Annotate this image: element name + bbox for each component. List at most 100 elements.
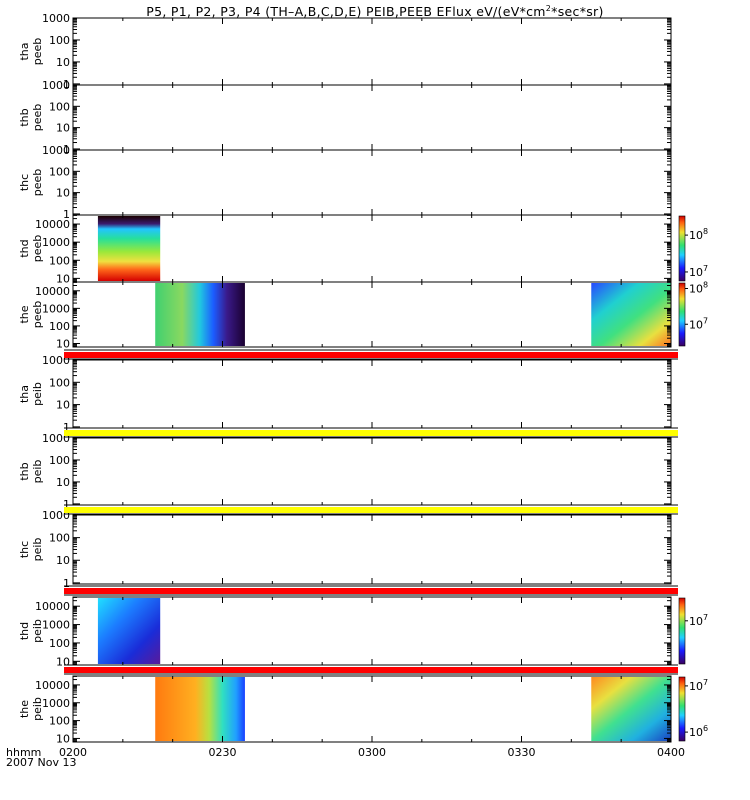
y-tick-label: 100 (49, 532, 70, 545)
y-axis-probe-label: thb (18, 462, 31, 480)
y-tick-label: 100 (49, 254, 70, 267)
y-tick-label: 10000 (35, 679, 70, 692)
y-tick-label: 10000 (35, 600, 70, 613)
y-tick-label: 100 (49, 34, 70, 47)
y-tick-label: 10 (56, 655, 70, 668)
x-axis-date: 2007 Nov 13 (6, 756, 77, 769)
y-tick-label: 10 (56, 272, 70, 285)
y-tick-label: 1000 (42, 509, 70, 522)
y-axis-probe-label: thb (18, 108, 31, 126)
data-block-the-peeb-1 (155, 283, 245, 346)
panel-frame-thb-peib (72, 437, 672, 506)
y-tick-label: 10000 (35, 218, 70, 231)
y-tick-label: 10 (56, 187, 70, 200)
title-prefix: P5, P1, P2, P3, P4 (TH–A,B,C,D,E) PEIB,P… (146, 4, 546, 20)
y-axis-probe-label: the (18, 305, 31, 323)
colorbar-the-peib (678, 676, 686, 742)
colorbar-tick-label: 107 (689, 613, 708, 628)
colorbar-tick-label: 106 (689, 724, 708, 739)
y-axis-product-label: peeb (31, 169, 44, 197)
y-axis-product-label: peeb (31, 301, 44, 329)
panel-frame-thd-peeb (72, 214, 672, 283)
colorbar-the-peeb (678, 282, 686, 347)
y-axis-probe-label: tha (18, 42, 31, 60)
colorbar-tick-label: 107 (689, 678, 708, 693)
panel-frame-tha-peeb (72, 17, 672, 86)
y-tick-label: 10 (56, 476, 70, 489)
y-tick-label: 1000 (42, 236, 70, 249)
data-block-the-peib-2 (591, 677, 671, 741)
colorbar-tick-label: 107 (689, 264, 708, 279)
y-axis-probe-label: thc (18, 541, 31, 558)
y-axis-probe-label: thd (18, 622, 31, 640)
y-tick-label: 10 (56, 732, 70, 745)
y-tick-label: 1000 (42, 354, 70, 367)
data-block-thd-peib-1 (97, 598, 161, 664)
chart-title: P5, P1, P2, P3, P4 (TH–A,B,C,D,E) PEIB,P… (0, 0, 750, 21)
y-tick-label: 1000 (42, 697, 70, 710)
y-axis-product-label: peib (31, 538, 44, 562)
colorbar-thd-peeb (678, 215, 686, 282)
data-block-the-peib-1 (155, 677, 245, 741)
y-axis-product-label: peib (31, 697, 44, 721)
separator-bar-yellow (64, 507, 678, 513)
separator-bar-yellow (64, 430, 678, 436)
colorbar-thd-peib (678, 597, 686, 665)
y-tick-label: 100 (49, 454, 70, 467)
x-tick-label: 0400 (657, 746, 685, 759)
panel-frame-thc-peeb (72, 149, 672, 216)
y-tick-label: 10 (56, 122, 70, 135)
colorbar-tick-label: 107 (689, 316, 708, 331)
y-tick-label: 1 (63, 78, 70, 91)
y-tick-label: 1000 (42, 12, 70, 25)
y-tick-label: 1000 (42, 79, 70, 92)
data-block-thd-peeb-1 (97, 216, 161, 281)
y-tick-label: 1 (63, 498, 70, 511)
y-axis-product-label: peeb (31, 104, 44, 132)
data-block-the-peeb-2 (591, 283, 671, 346)
title-suffix: *sec*sr) (551, 4, 604, 20)
separator-bar-red (64, 588, 678, 594)
y-tick-label: 10000 (35, 285, 70, 298)
y-tick-label: 100 (49, 165, 70, 178)
y-tick-label: 100 (49, 100, 70, 113)
y-tick-label: 1 (63, 577, 70, 590)
y-tick-label: 10 (56, 399, 70, 412)
x-axis-label-hhmm: hhmm (6, 746, 42, 759)
x-tick-label: 0330 (508, 746, 536, 759)
y-tick-label: 1000 (42, 619, 70, 632)
title-superscript: 2 (545, 4, 552, 13)
y-tick-label: 1 (63, 421, 70, 434)
y-axis-probe-label: tha (18, 385, 31, 403)
y-tick-label: 100 (49, 320, 70, 333)
y-axis-product-label: peib (31, 460, 44, 484)
panel-frame-tha-peib (72, 359, 672, 429)
y-tick-label: 10 (56, 337, 70, 350)
y-tick-label: 1000 (42, 432, 70, 445)
y-tick-label: 100 (49, 637, 70, 650)
y-tick-label: 10 (56, 56, 70, 69)
panel-frame-thc-peib (72, 514, 672, 585)
y-axis-product-label: peib (31, 382, 44, 406)
colorbar-tick-label: 108 (689, 227, 708, 242)
panel-frame-thd-peib (72, 596, 672, 666)
y-tick-label: 1000 (42, 302, 70, 315)
x-tick-label: 0230 (209, 746, 237, 759)
y-axis-probe-label: thd (18, 239, 31, 257)
y-tick-label: 100 (49, 715, 70, 728)
panel-frame-thb-peeb (72, 84, 672, 151)
y-axis-product-label: peeb (31, 235, 44, 263)
separator-bar-red (64, 667, 678, 673)
y-tick-label: 10 (56, 554, 70, 567)
y-axis-probe-label: the (18, 700, 31, 718)
x-tick-label: 0200 (59, 746, 87, 759)
y-axis-product-label: peeb (31, 38, 44, 66)
y-tick-label: 1000 (42, 144, 70, 157)
y-tick-label: 1 (63, 143, 70, 156)
x-tick-label: 0300 (358, 746, 386, 759)
y-tick-label: 100 (49, 376, 70, 389)
separator-bar-red (64, 352, 678, 358)
y-axis-product-label: peib (31, 619, 44, 643)
colorbar-tick-label: 108 (689, 281, 708, 296)
